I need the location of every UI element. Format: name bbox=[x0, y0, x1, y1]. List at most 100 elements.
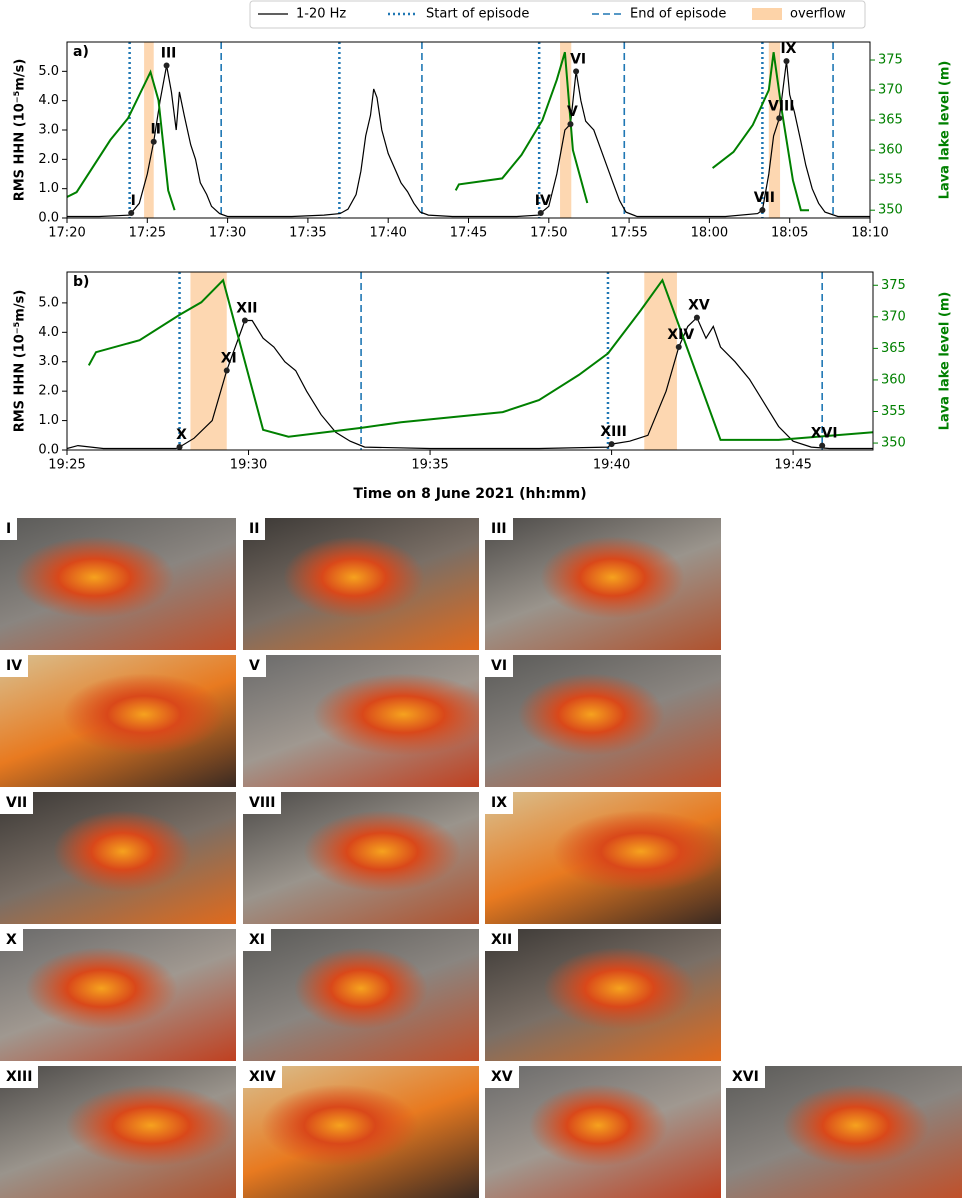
photo: IX bbox=[485, 792, 721, 924]
x-tick-label: 17:45 bbox=[450, 226, 487, 241]
episode-label: XV bbox=[688, 298, 710, 314]
y-tick-label: 1.0 bbox=[38, 181, 59, 196]
y-tick-label: 4.0 bbox=[38, 325, 59, 340]
rms-line bbox=[67, 316, 873, 450]
legend-label: overflow bbox=[790, 7, 846, 22]
episode-label: XII bbox=[236, 301, 257, 317]
episode-point bbox=[176, 444, 183, 451]
photo-label: XVI bbox=[726, 1066, 765, 1088]
episode-point bbox=[241, 317, 248, 324]
y-axis-label: RMS HHN (10⁻⁵m/s) bbox=[13, 290, 28, 433]
photo-label: III bbox=[485, 518, 513, 540]
y2-axis-label: Lava lake level (m) bbox=[938, 61, 953, 200]
y2-tick-label: 375 bbox=[881, 278, 906, 293]
photo: XV bbox=[485, 1066, 721, 1198]
photo-label: IV bbox=[0, 655, 29, 677]
y2-tick-label: 365 bbox=[878, 113, 903, 128]
episode-point bbox=[223, 367, 230, 374]
photo: VIII bbox=[243, 792, 479, 924]
y-tick-label: 0.0 bbox=[38, 443, 59, 458]
x-tick-label: 17:20 bbox=[48, 226, 85, 241]
y2-tick-label: 350 bbox=[878, 203, 903, 218]
photo: XIV bbox=[243, 1066, 479, 1198]
y-tick-label: 5.0 bbox=[38, 64, 59, 79]
legend-frame bbox=[249, 0, 866, 29]
axes-frame bbox=[66, 271, 874, 451]
x-tick-label: 19:30 bbox=[230, 458, 267, 473]
episode-label: IX bbox=[780, 41, 796, 57]
photo-label: XIV bbox=[243, 1066, 282, 1088]
lava-level-line bbox=[67, 51, 809, 212]
photo: XIII bbox=[0, 1066, 236, 1198]
episode-point bbox=[537, 210, 544, 217]
panel-label: b) bbox=[73, 274, 89, 290]
legend-label: Start of episode bbox=[426, 7, 529, 22]
episode-label: II bbox=[151, 122, 161, 138]
x-tick-label: 19:40 bbox=[593, 458, 630, 473]
episode-point bbox=[675, 344, 682, 351]
x-tick-label: 19:35 bbox=[411, 458, 448, 473]
overflow-span bbox=[144, 42, 154, 218]
photo-label: VI bbox=[485, 655, 514, 677]
x-tick-label: 17:25 bbox=[129, 226, 166, 241]
y2-tick-label: 375 bbox=[878, 53, 903, 68]
photo: II bbox=[243, 518, 479, 650]
x-tick-label: 18:00 bbox=[691, 226, 728, 241]
photo: III bbox=[485, 518, 721, 650]
episode-point bbox=[573, 68, 580, 75]
y2-tick-label: 365 bbox=[881, 341, 906, 356]
episode-point bbox=[776, 115, 783, 122]
panel-label: a) bbox=[73, 44, 89, 60]
plot-area bbox=[67, 42, 870, 218]
y2-tick-label: 350 bbox=[881, 436, 906, 451]
plot-area bbox=[67, 272, 873, 450]
photo-label: XII bbox=[485, 929, 519, 951]
episode-point bbox=[819, 442, 826, 449]
overflow-span bbox=[644, 272, 677, 450]
photo-label: II bbox=[243, 518, 266, 540]
photo-label: X bbox=[0, 929, 23, 951]
legend-label: End of episode bbox=[630, 7, 726, 22]
x-axis-label: Time on 8 June 2021 (hh:mm) bbox=[353, 486, 586, 502]
x-tick-label: 17:50 bbox=[530, 226, 567, 241]
legend-swatch bbox=[752, 8, 782, 20]
overflow-span bbox=[768, 42, 781, 218]
episode-label: XI bbox=[221, 351, 237, 367]
photo: VI bbox=[485, 655, 721, 787]
photo: VII bbox=[0, 792, 236, 924]
legend-label: 1-20 Hz bbox=[296, 7, 346, 22]
y-tick-label: 0.0 bbox=[38, 211, 59, 226]
episode-label: III bbox=[161, 45, 177, 61]
y2-tick-label: 370 bbox=[878, 83, 903, 98]
photo-label: IX bbox=[485, 792, 514, 814]
y2-tick-label: 355 bbox=[878, 173, 903, 188]
x-tick-label: 19:25 bbox=[48, 458, 85, 473]
photo: IV bbox=[0, 655, 236, 787]
episode-label: VIII bbox=[768, 98, 794, 114]
lava-level-line bbox=[87, 278, 873, 441]
y-tick-label: 3.0 bbox=[38, 354, 59, 369]
episode-label: XIII bbox=[600, 424, 626, 440]
y2-tick-label: 360 bbox=[878, 143, 903, 158]
episode-label: X bbox=[176, 427, 187, 443]
episode-point bbox=[759, 207, 766, 214]
photo-label: V bbox=[243, 655, 266, 677]
episode-label: XIV bbox=[667, 327, 694, 343]
episode-point bbox=[783, 58, 790, 65]
x-tick-label: 17:30 bbox=[209, 226, 246, 241]
photo-label: VIII bbox=[243, 792, 282, 814]
y-tick-label: 2.0 bbox=[38, 384, 59, 399]
x-tick-label: 17:40 bbox=[369, 226, 406, 241]
episode-point bbox=[567, 121, 574, 128]
y2-tick-label: 355 bbox=[881, 404, 906, 419]
episode-label: I bbox=[131, 193, 136, 209]
x-tick-label: 18:05 bbox=[771, 226, 808, 241]
photo: XI bbox=[243, 929, 479, 1061]
x-tick-label: 17:55 bbox=[610, 226, 647, 241]
photo: XII bbox=[485, 929, 721, 1061]
y-tick-label: 1.0 bbox=[38, 413, 59, 428]
y-axis-label: RMS HHN (10⁻⁵m/s) bbox=[13, 59, 28, 202]
y-tick-label: 2.0 bbox=[38, 152, 59, 167]
